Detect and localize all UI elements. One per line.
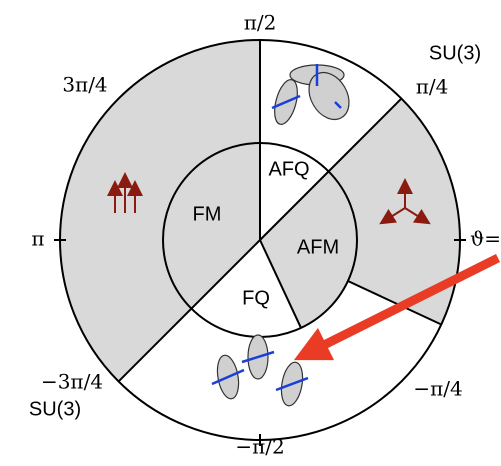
angle-label: ϑ= bbox=[470, 227, 501, 251]
su3-label: SU(3) bbox=[429, 42, 481, 64]
phase-label: AFQ bbox=[268, 158, 309, 180]
angle-label: −3π/4 bbox=[41, 370, 103, 394]
phase-diagram: π/2 3π/4 π/4 π ϑ= −π/4 −3π/4 −π/2 SU(3) … bbox=[0, 0, 501, 466]
su3-label: SU(3) bbox=[29, 398, 81, 420]
phase-label: FM bbox=[193, 203, 222, 225]
angle-label: 3π/4 bbox=[62, 73, 107, 97]
phase-label: FQ bbox=[242, 287, 270, 309]
angle-label: π/4 bbox=[416, 75, 449, 99]
angle-label: −π/2 bbox=[235, 435, 284, 459]
angle-label: π bbox=[31, 227, 44, 251]
phase-label: AFM bbox=[297, 236, 339, 258]
angle-label: −π/4 bbox=[413, 377, 462, 401]
angle-label: π/2 bbox=[244, 11, 277, 35]
